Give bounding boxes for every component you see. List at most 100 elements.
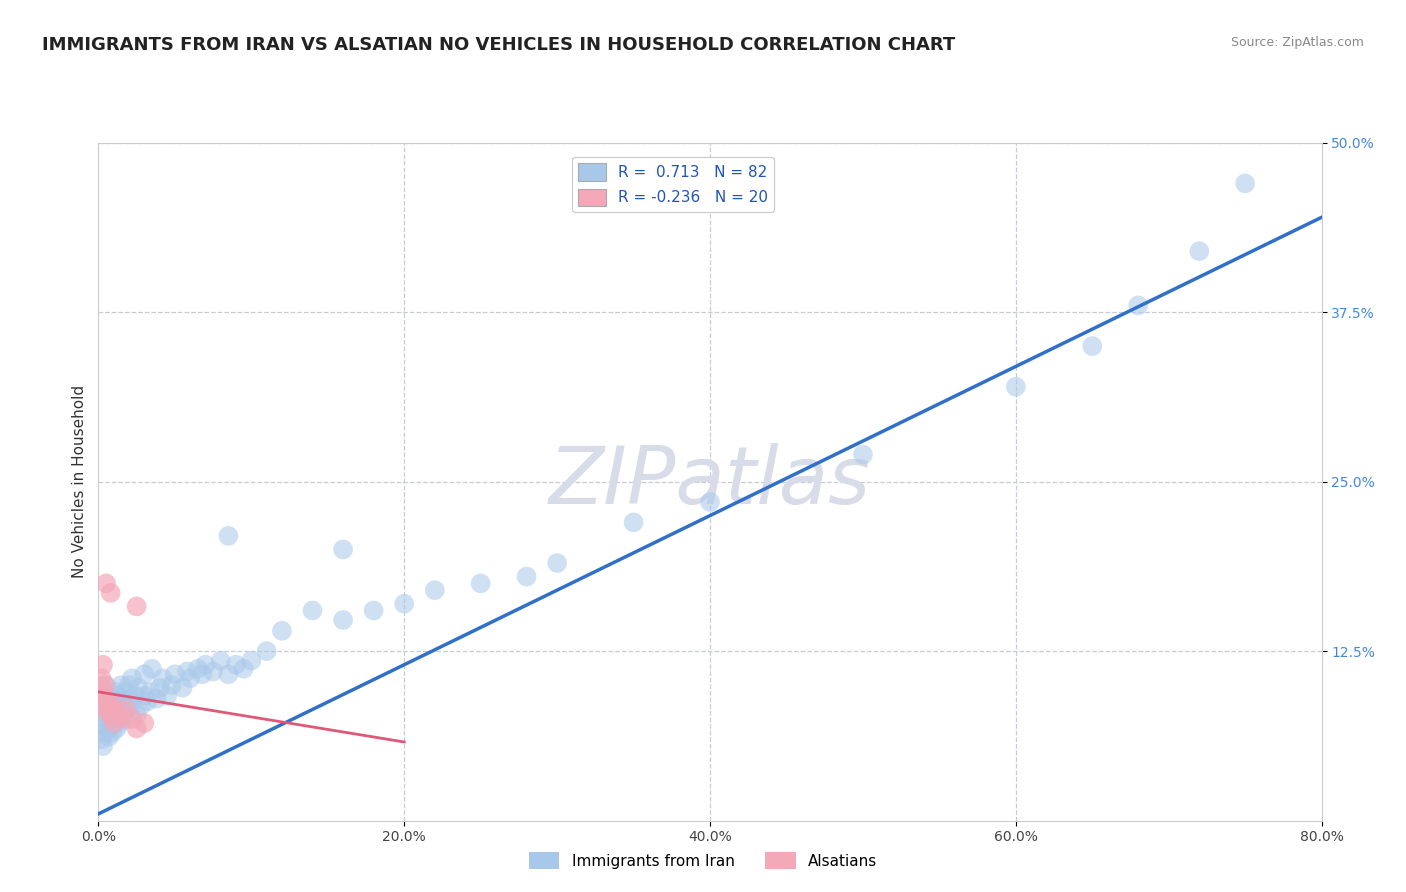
Point: [100, 586, 122, 600]
Point: [97, 705, 120, 719]
Point: [111, 707, 134, 722]
Point: [127, 681, 149, 695]
Point: [115, 712, 138, 726]
Point: [191, 667, 214, 681]
Point: [134, 689, 156, 703]
Point: [332, 613, 354, 627]
Point: [93, 698, 115, 713]
Point: [141, 662, 163, 676]
Point: [118, 702, 141, 716]
Point: [94, 678, 117, 692]
Point: [546, 556, 568, 570]
Point: [104, 712, 127, 726]
Point: [100, 719, 122, 733]
Point: [94, 576, 117, 591]
Point: [256, 644, 278, 658]
Text: IMMIGRANTS FROM IRAN VS ALSATIAN NO VEHICLES IN HOUSEHOLD CORRELATION CHART: IMMIGRANTS FROM IRAN VS ALSATIAN NO VEHI…: [42, 36, 956, 54]
Point: [94, 712, 117, 726]
Point: [121, 712, 143, 726]
Point: [176, 665, 198, 679]
Point: [105, 702, 128, 716]
Point: [110, 698, 132, 713]
Point: [93, 719, 115, 733]
Point: [103, 716, 125, 731]
Y-axis label: No Vehicles in Household: No Vehicles in Household: [72, 385, 87, 578]
Point: [194, 657, 217, 672]
Point: [90, 671, 112, 685]
Point: [110, 678, 132, 692]
Text: ZIPatlas: ZIPatlas: [548, 442, 872, 521]
Point: [270, 624, 292, 638]
Point: [217, 529, 239, 543]
Legend: Immigrants from Iran, Alsatians: Immigrants from Iran, Alsatians: [523, 846, 883, 875]
Point: [91, 739, 114, 753]
Point: [187, 662, 209, 676]
Point: [163, 667, 186, 681]
Point: [301, 603, 323, 617]
Point: [91, 705, 114, 719]
Point: [107, 689, 129, 703]
Point: [225, 657, 247, 672]
Point: [332, 542, 354, 557]
Point: [363, 603, 385, 617]
Point: [125, 599, 148, 614]
Point: [139, 685, 162, 699]
Point: [136, 694, 159, 708]
Point: [94, 691, 117, 706]
Point: [118, 678, 141, 692]
Text: Source: ZipAtlas.com: Source: ZipAtlas.com: [1230, 36, 1364, 49]
Point: [392, 597, 416, 611]
Point: [134, 716, 156, 731]
Point: [112, 694, 135, 708]
Point: [93, 678, 115, 692]
Point: [104, 685, 127, 699]
Point: [101, 707, 124, 722]
Point: [124, 689, 146, 703]
Point: [105, 722, 128, 736]
Point: [129, 698, 152, 713]
Point: [100, 691, 122, 706]
Point: [160, 678, 183, 692]
Point: [423, 583, 446, 598]
Point: [470, 576, 492, 591]
Point: [103, 694, 125, 708]
Point: [98, 698, 121, 713]
Point: [110, 712, 132, 726]
Point: [179, 671, 201, 685]
Point: [516, 569, 538, 583]
Point: [94, 725, 117, 739]
Point: [98, 694, 121, 708]
Point: [217, 667, 239, 681]
Point: [1188, 244, 1211, 259]
Point: [108, 716, 131, 731]
Point: [852, 448, 875, 462]
Point: [115, 685, 138, 699]
Point: [156, 689, 179, 703]
Point: [90, 732, 112, 747]
Point: [232, 662, 254, 676]
Point: [1081, 339, 1104, 353]
Point: [101, 725, 124, 739]
Point: [91, 657, 114, 672]
Point: [134, 667, 156, 681]
Point: [149, 681, 172, 695]
Point: [202, 665, 225, 679]
Point: [240, 654, 263, 668]
Point: [93, 691, 115, 706]
Point: [623, 516, 645, 530]
Legend: R =  0.713   N = 82, R = -0.236   N = 20: R = 0.713 N = 82, R = -0.236 N = 20: [572, 157, 775, 212]
Point: [100, 707, 122, 722]
Point: [172, 681, 194, 695]
Point: [115, 702, 138, 716]
Point: [103, 716, 125, 731]
Point: [1128, 298, 1150, 312]
Point: [1004, 380, 1026, 394]
Point: [152, 671, 174, 685]
Point: [91, 685, 114, 699]
Point: [125, 722, 148, 736]
Point: [145, 691, 167, 706]
Point: [105, 705, 128, 719]
Point: [699, 495, 721, 509]
Point: [209, 654, 232, 668]
Point: [121, 694, 143, 708]
